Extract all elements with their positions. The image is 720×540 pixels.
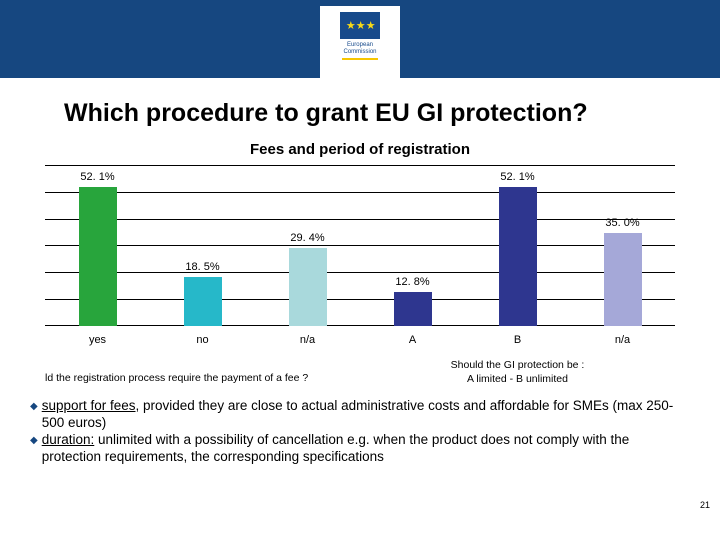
bar: 29. 4% xyxy=(289,248,327,326)
chart-bars: 52. 1% 18. 5% 29. 4% 12. 8% 52. 1% 35. 0% xyxy=(45,166,675,326)
x-axis-label: yes xyxy=(45,326,150,354)
bar: 12. 8% xyxy=(394,292,432,326)
bar-value-label: 52. 1% xyxy=(79,171,117,183)
x-axis: yesnon/aABn/a xyxy=(45,326,675,354)
question-left: ld the registration process require the … xyxy=(45,358,360,386)
bar-value-label: 35. 0% xyxy=(604,217,642,229)
bar-slot: 29. 4% xyxy=(255,166,360,326)
bullet-icon: ◆ xyxy=(30,401,38,414)
bullet-icon: ◆ xyxy=(30,435,38,448)
bar: 52. 1% xyxy=(499,187,537,326)
bar-slot: 18. 5% xyxy=(150,166,255,326)
header-band: ★ ★ ★ EuropeanCommission xyxy=(0,0,720,78)
x-axis-label: A xyxy=(360,326,465,354)
bar-value-label: 52. 1% xyxy=(499,171,537,183)
bar-slot: 52. 1% xyxy=(45,166,150,326)
logo-text: EuropeanCommission xyxy=(343,42,376,55)
bar: 52. 1% xyxy=(79,187,117,326)
eu-flag-icon: ★ ★ ★ xyxy=(340,12,380,39)
bar-slot: 12. 8% xyxy=(360,166,465,326)
ec-logo: ★ ★ ★ EuropeanCommission xyxy=(320,6,400,88)
bullet-2: duration: unlimited with a possibility o… xyxy=(42,431,690,466)
question-right: Should the GI protection be : A limited … xyxy=(360,358,675,386)
bar-value-label: 18. 5% xyxy=(184,261,222,273)
x-axis-label: n/a xyxy=(570,326,675,354)
body-text: ◆ support for fees, provided they are cl… xyxy=(0,387,720,466)
bullet-1: support for fees, provided they are clos… xyxy=(42,397,690,432)
bar-value-label: 29. 4% xyxy=(289,232,327,244)
bar-slot: 35. 0% xyxy=(570,166,675,326)
bar-slot: 52. 1% xyxy=(465,166,570,326)
logo-underline xyxy=(342,58,378,60)
bar: 35. 0% xyxy=(604,233,642,326)
page-number: 21 xyxy=(700,500,710,510)
bar-value-label: 12. 8% xyxy=(394,276,432,288)
subtitle: Fees and period of registration xyxy=(0,141,720,158)
x-axis-label: no xyxy=(150,326,255,354)
bar-chart: 52. 1% 18. 5% 29. 4% 12. 8% 52. 1% 35. 0% yes… xyxy=(45,166,675,354)
x-axis-label: n/a xyxy=(255,326,360,354)
bar: 18. 5% xyxy=(184,277,222,326)
x-axis-label: B xyxy=(465,326,570,354)
axis-questions: ld the registration process require the … xyxy=(45,358,675,386)
